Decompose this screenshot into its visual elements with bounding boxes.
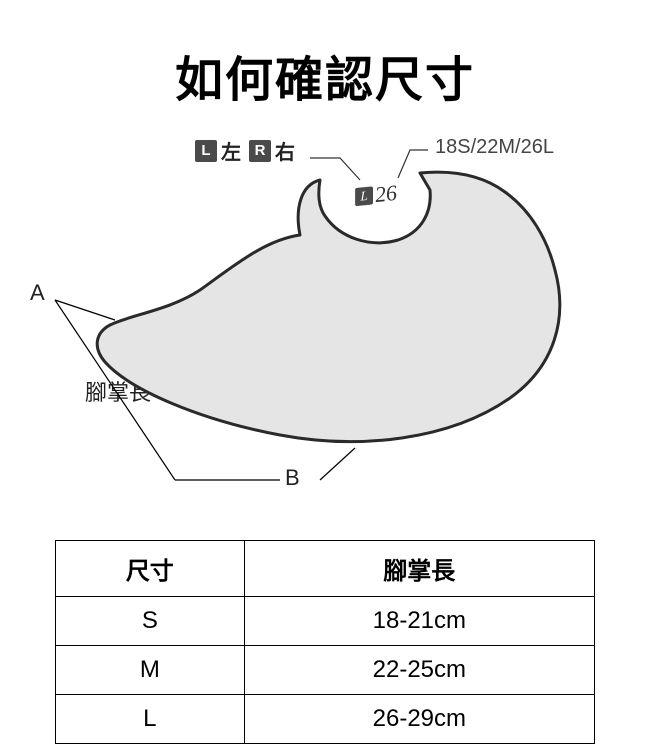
table-header-row: 尺寸 腳掌長 bbox=[56, 541, 595, 597]
dim-line-a-top bbox=[55, 300, 115, 320]
cell-size: M bbox=[56, 646, 245, 695]
shoe-shape bbox=[97, 172, 560, 441]
table-row: S 18-21cm bbox=[56, 597, 595, 646]
cell-len: 18-21cm bbox=[244, 597, 594, 646]
size-diagram: L 左 R 右 18S/22M/26L A B 腳掌長 L 26 bbox=[0, 130, 650, 510]
cell-size: L bbox=[56, 695, 245, 744]
col-footlen: 腳掌長 bbox=[244, 541, 594, 597]
table-row: L 26-29cm bbox=[56, 695, 595, 744]
table-row: M 22-25cm bbox=[56, 646, 595, 695]
cell-size: S bbox=[56, 597, 245, 646]
size-table: 尺寸 腳掌長 S 18-21cm M 22-25cm L 26-29cm bbox=[55, 540, 595, 744]
page-title: 如何確認尺寸 bbox=[0, 40, 650, 110]
diagram-svg bbox=[0, 130, 650, 510]
cell-len: 26-29cm bbox=[244, 695, 594, 744]
cell-len: 22-25cm bbox=[244, 646, 594, 695]
col-size: 尺寸 bbox=[56, 541, 245, 597]
callout-lr bbox=[310, 158, 360, 180]
dim-tick-b bbox=[320, 448, 355, 480]
